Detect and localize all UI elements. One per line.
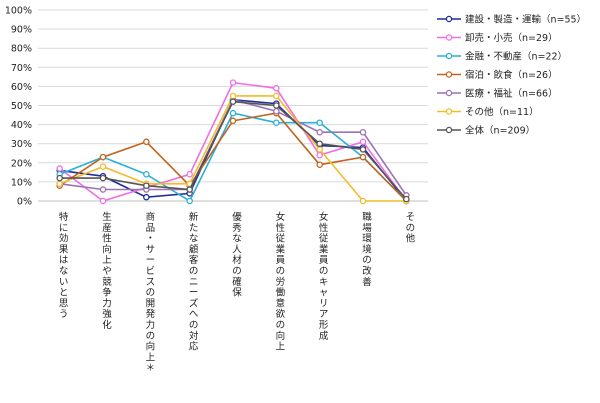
legend-label: 医療・福祉（n=66） xyxy=(465,88,558,100)
x-category-label: その他 xyxy=(406,212,416,245)
legend: 建設・製造・運輸（n=55） 卸売・小売（n=29） 金融・不動産（n=22） 宿泊・… xyxy=(437,14,586,137)
data-point xyxy=(273,119,280,126)
data-point xyxy=(143,171,150,178)
series-7 xyxy=(56,98,410,203)
y-tick-label: 30% xyxy=(11,139,32,150)
x-category-label: 女性従業員のキャリア形成 xyxy=(319,211,329,342)
data-point xyxy=(229,109,237,117)
legend-item: 医療・福祉（n=66） xyxy=(437,88,558,100)
legend-marker xyxy=(445,71,453,78)
x-category-label: 女性従業員の労働意欲の向上 xyxy=(276,211,286,353)
legend-label: 建設・製造・運輸（n=55） xyxy=(465,14,586,26)
data-point xyxy=(316,140,323,147)
y-tick-label: 50% xyxy=(11,101,32,112)
y-tick-label: 90% xyxy=(11,25,32,36)
legend-item: 卸売・小売（n=29） xyxy=(437,32,558,44)
data-point xyxy=(143,193,150,201)
y-tick-label: 100% xyxy=(5,6,32,17)
grid xyxy=(38,9,428,202)
data-point xyxy=(403,195,410,203)
legend-label: 卸売・小売（n=29） xyxy=(465,32,558,44)
legend-label: 金融・不動産（n=22） xyxy=(465,51,567,63)
x-category-label: 職場環境の改善 xyxy=(362,212,372,288)
x-category-label: 生産性向上や競争力強化 xyxy=(102,211,112,331)
data-point xyxy=(99,163,107,170)
data-point xyxy=(316,128,323,136)
legend-marker xyxy=(445,89,453,97)
y-tick-label: 70% xyxy=(11,63,32,74)
data-point xyxy=(359,197,367,205)
data-point xyxy=(99,186,107,193)
y-tick-label: 0% xyxy=(17,197,32,208)
data-point xyxy=(186,197,193,205)
data-point xyxy=(273,102,280,109)
legend-label: 全体（n=209） xyxy=(465,125,535,137)
legend-marker xyxy=(445,126,453,134)
legend-item: 全体（n=209） xyxy=(437,125,535,137)
data-point xyxy=(186,186,193,193)
legend-marker xyxy=(445,52,453,60)
data-point xyxy=(273,85,280,92)
legend-label: その他（n=11） xyxy=(465,106,539,118)
y-tick-label: 60% xyxy=(11,82,32,93)
x-category-label: 新たな顧客のニーズへの対応 xyxy=(189,211,199,353)
data-point xyxy=(229,79,237,86)
data-point xyxy=(99,174,107,182)
legend-label: 宿泊・飲食（n=26） xyxy=(465,69,558,81)
x-axis-categories: 特に効果はないと思う 生産性向上や競争力強化 商品・サービスの開発力の向上＊ 新たな顧… xyxy=(59,211,416,374)
x-category-label: 商品・サービスの開発力の向上＊ xyxy=(146,211,156,374)
data-point xyxy=(316,119,323,126)
legend-marker xyxy=(445,15,453,23)
series-lines xyxy=(56,79,410,205)
series-line xyxy=(59,112,407,202)
data-point xyxy=(56,174,63,182)
data-point xyxy=(56,180,63,188)
data-point xyxy=(229,117,237,125)
data-point xyxy=(359,146,367,153)
data-point xyxy=(56,165,63,172)
y-axis-ticks: 0% 10% 20% 30% 40% 50% 60% 70% 80% 90% 100% xyxy=(5,6,32,208)
legend-marker xyxy=(445,108,453,115)
x-category-label: 特に効果はないと思う xyxy=(59,211,69,320)
data-point xyxy=(229,92,237,100)
data-point xyxy=(143,182,150,189)
legend-item: 建設・製造・運輸（n=55） xyxy=(437,14,586,26)
legend-item: 宿泊・飲食（n=26） xyxy=(437,69,558,81)
data-point xyxy=(99,153,107,161)
data-point xyxy=(316,151,323,159)
data-point xyxy=(359,128,367,136)
data-point xyxy=(316,146,323,153)
data-point xyxy=(359,138,367,146)
y-tick-label: 40% xyxy=(11,120,32,131)
data-point xyxy=(316,161,323,168)
data-point xyxy=(359,153,367,161)
data-point xyxy=(273,92,280,100)
y-tick-label: 80% xyxy=(11,44,32,55)
data-point xyxy=(229,98,237,105)
series-line xyxy=(59,112,407,203)
y-tick-label: 20% xyxy=(11,158,32,169)
data-point xyxy=(273,107,280,115)
legend-marker xyxy=(445,34,453,41)
y-tick-label: 10% xyxy=(11,177,32,188)
legend-item: その他（n=11） xyxy=(437,106,539,118)
data-point xyxy=(99,197,107,205)
legend-item: 金融・不動産（n=22） xyxy=(437,51,567,63)
x-category-label: 優秀な人材の確保 xyxy=(232,211,242,299)
data-point xyxy=(143,138,150,146)
data-point xyxy=(186,171,193,178)
